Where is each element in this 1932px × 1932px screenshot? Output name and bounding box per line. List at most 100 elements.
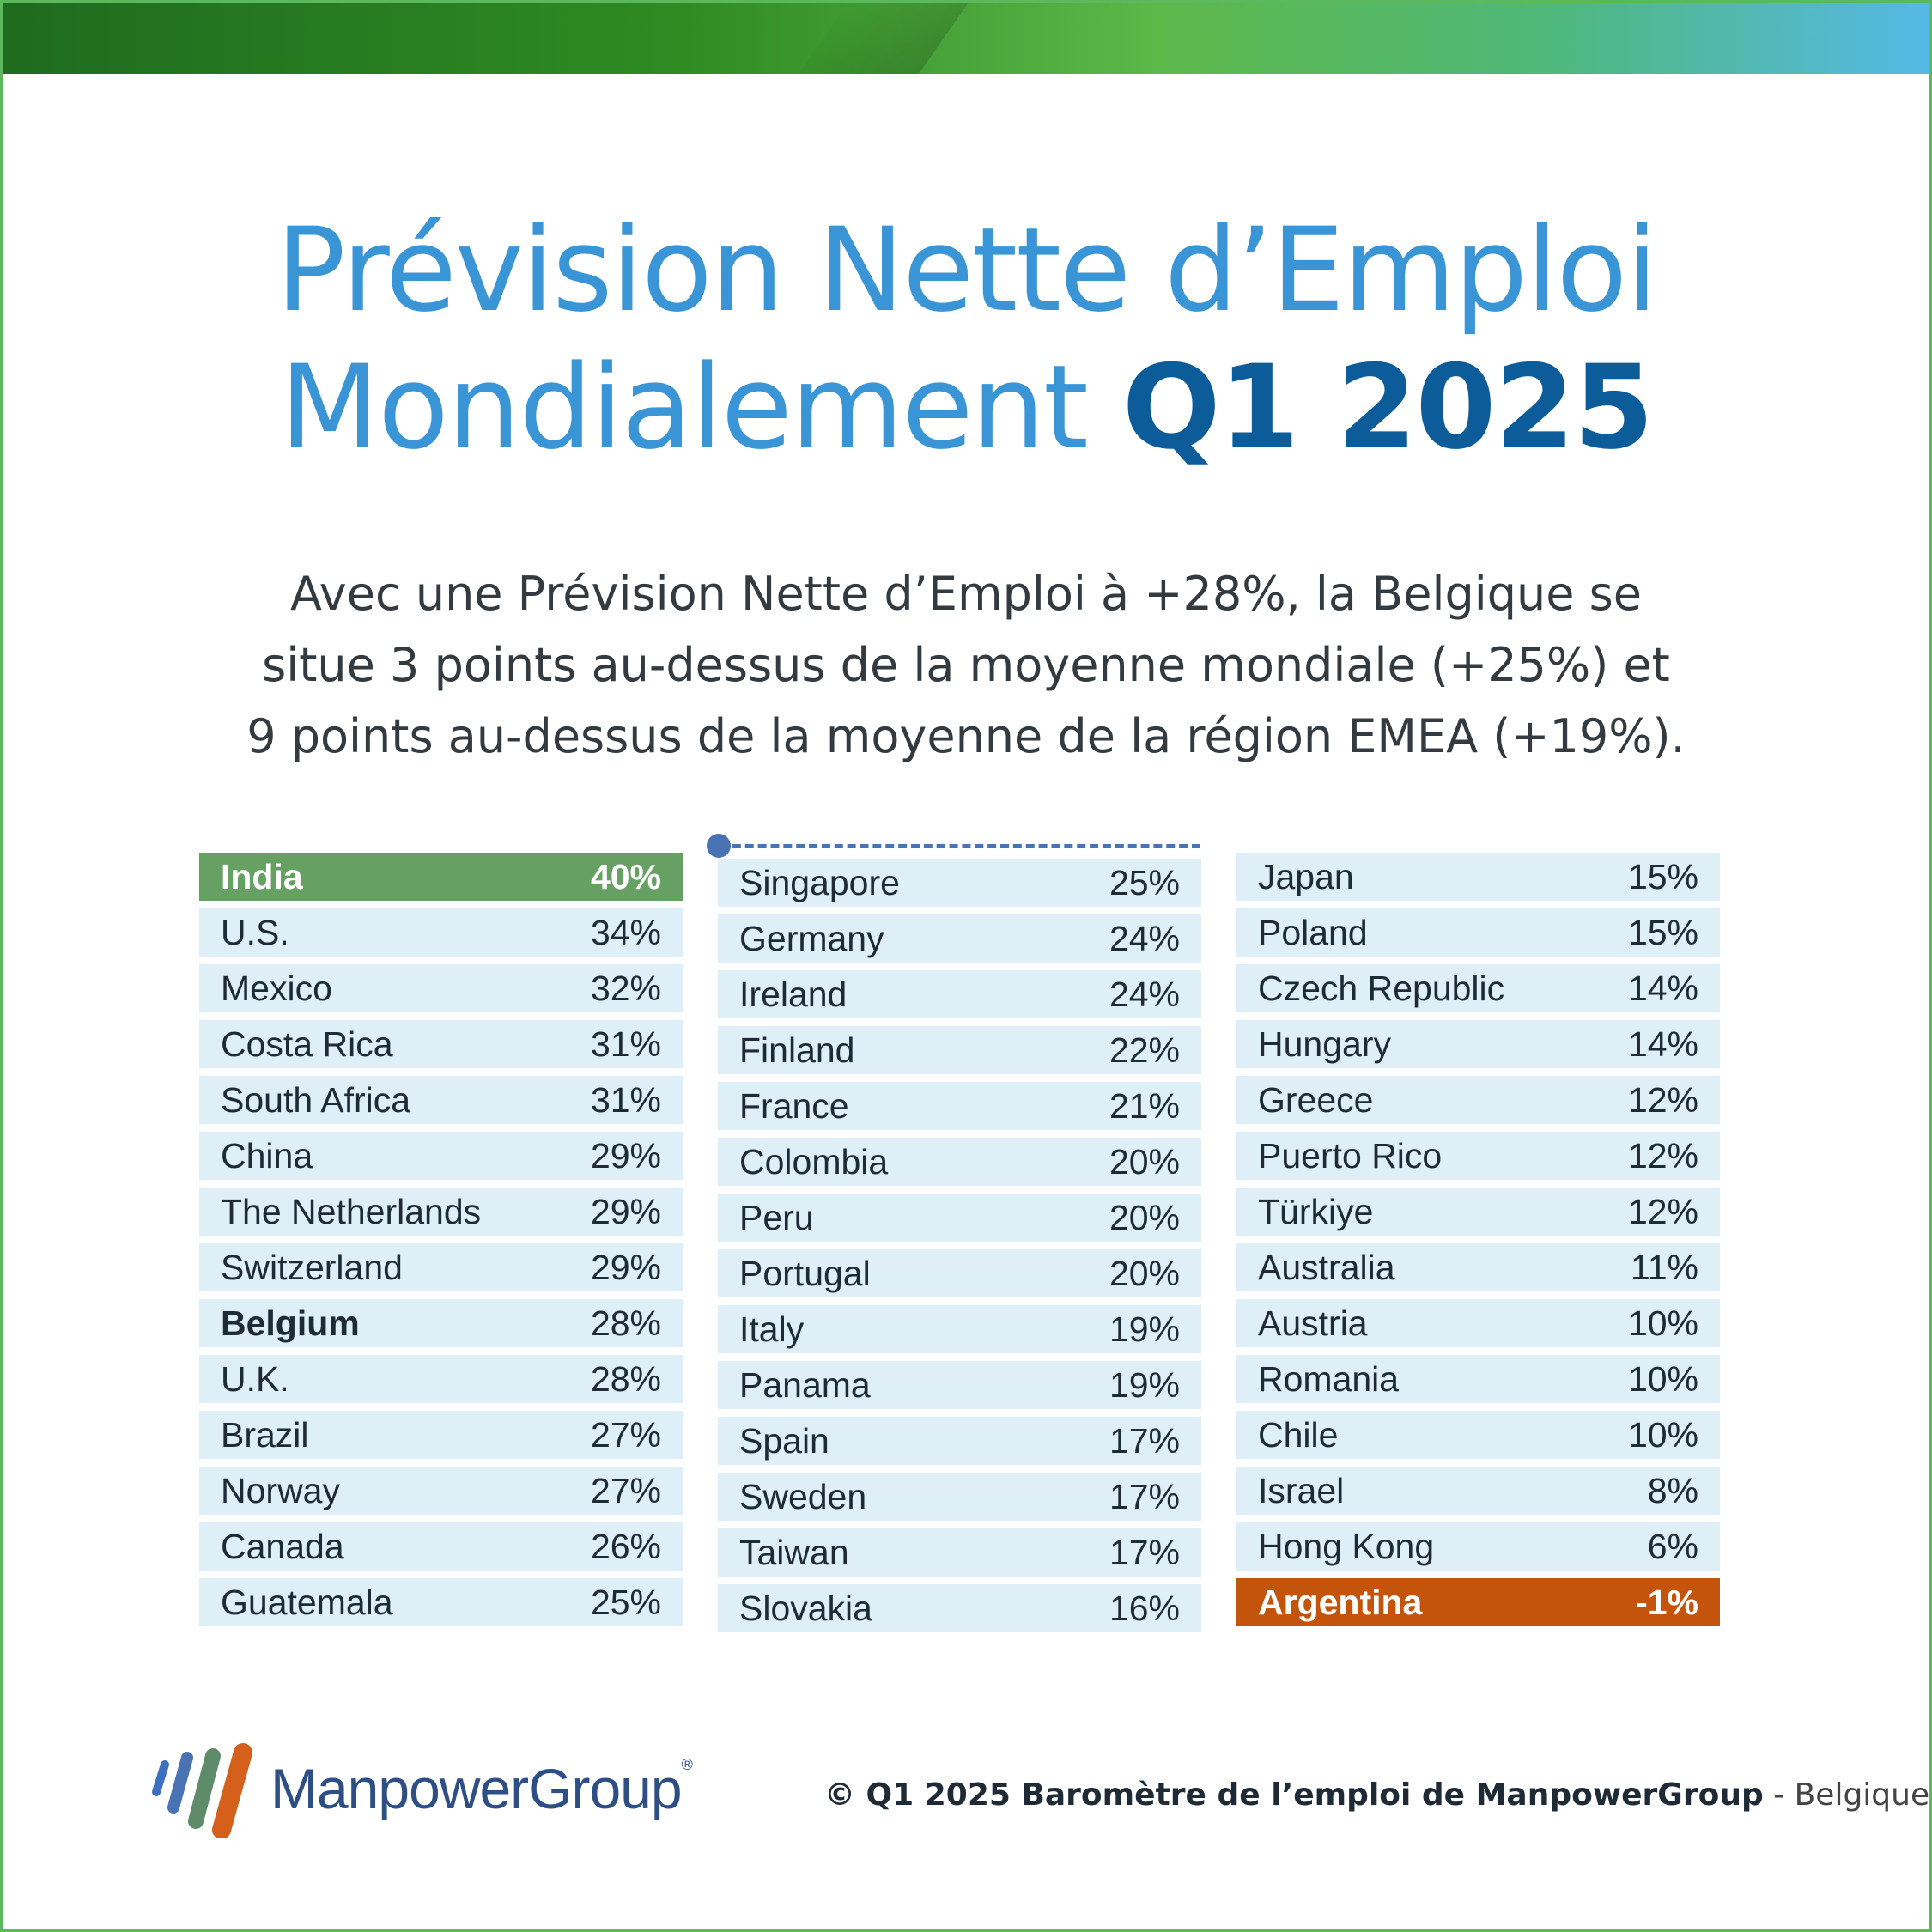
country-name: The Netherlands — [221, 1191, 482, 1231]
title-line-2: Mondialement Q1 2025 — [0, 339, 1932, 477]
country-name: Hong Kong — [1258, 1526, 1435, 1566]
country-name: Belgium — [221, 1303, 360, 1343]
country-name: Israel — [1258, 1470, 1345, 1510]
subtitle-line-3: 9 points au-dessus de la moyenne de la r… — [246, 709, 1686, 763]
country-value: 25% — [1109, 862, 1180, 902]
country-value: 10% — [1627, 1358, 1698, 1399]
ranking-row: Sweden 17% — [718, 1473, 1201, 1521]
country-name: Portugal — [739, 1253, 871, 1293]
country-name: Peru — [739, 1197, 814, 1237]
divider-dot — [707, 834, 731, 858]
ranking-column-1: India 40% U.S. 34% Mexico 32% Costa Rica 31% Sou… — [199, 853, 683, 1634]
country-name: Norway — [221, 1470, 340, 1510]
country-name: Chile — [1258, 1414, 1339, 1455]
ranking-row: U.K. 28% — [199, 1355, 683, 1403]
country-name: Finland — [739, 1030, 855, 1070]
country-value: 29% — [590, 1135, 661, 1176]
country-value: 29% — [590, 1247, 661, 1287]
country-name: Argentina — [1258, 1582, 1423, 1622]
country-name: Panama — [739, 1364, 871, 1405]
ranking-row: Hungary 14% — [1236, 1020, 1720, 1068]
ranking-row: Taiwan 17% — [718, 1528, 1201, 1577]
country-value: -1% — [1636, 1582, 1698, 1622]
country-name: Poland — [1258, 912, 1368, 952]
country-value: 6% — [1647, 1526, 1698, 1566]
page-title: Prévision Nette d’Emploi Mondialement Q1… — [0, 202, 1932, 477]
ranking-row: The Netherlands 29% — [199, 1188, 683, 1236]
country-name: India — [221, 856, 303, 896]
ranking-row: China 29% — [199, 1132, 683, 1180]
country-name: Slovakia — [739, 1588, 872, 1628]
country-name: Japan — [1258, 856, 1354, 896]
ranking-row: South Africa 31% — [199, 1076, 683, 1124]
ranking-row: Ireland 24% — [718, 970, 1201, 1018]
country-value: 22% — [1109, 1030, 1180, 1070]
country-value: 20% — [1109, 1141, 1180, 1182]
country-value: 16% — [1109, 1588, 1180, 1628]
ranking-column-3: Japan 15% Poland 15% Czech Republic 14% Hungar… — [1236, 853, 1720, 1634]
ranking-row: Poland 15% — [1236, 908, 1720, 957]
country-value: 24% — [1109, 974, 1180, 1014]
country-value: 12% — [1627, 1191, 1698, 1231]
ranking-row: Guatemala 25% — [199, 1578, 683, 1626]
country-name: Austria — [1258, 1303, 1368, 1343]
country-value: 28% — [590, 1358, 661, 1399]
manpowergroup-logo-icon — [152, 1743, 252, 1838]
country-name: Canada — [221, 1526, 344, 1566]
ranking-row: Greece 12% — [1236, 1076, 1720, 1124]
country-value: 12% — [1627, 1079, 1698, 1120]
footer-country: Belgique — [1794, 1777, 1930, 1813]
country-value: 17% — [1109, 1420, 1180, 1461]
country-value: 8% — [1647, 1470, 1698, 1510]
country-name: Ireland — [739, 974, 848, 1014]
country-name: Brazil — [221, 1414, 309, 1455]
ranking-row: Germany 24% — [718, 914, 1201, 963]
country-value: 19% — [1109, 1309, 1180, 1349]
country-name: Mexico — [221, 968, 332, 1008]
country-value: 24% — [1109, 918, 1180, 958]
subtitle: Avec une Prévision Nette d’Emploi à +28%… — [150, 558, 1782, 772]
ranking-row: France 21% — [718, 1082, 1201, 1130]
subtitle-line-1: Avec une Prévision Nette d’Emploi à +28%… — [290, 567, 1642, 621]
logo-wordmark: ManpowerGroup® — [270, 1756, 693, 1820]
country-name: Czech Republic — [1258, 968, 1505, 1008]
country-name: Taiwan — [739, 1532, 849, 1572]
country-name: Hungary — [1258, 1024, 1391, 1064]
ranking-column-2: Singapore 25% Germany 24% Ireland 24% Finland 2… — [718, 859, 1201, 1640]
country-name: France — [739, 1085, 849, 1126]
country-value: 21% — [1109, 1085, 1180, 1126]
ranking-row: U.S. 34% — [199, 908, 683, 957]
country-value: 31% — [590, 1024, 661, 1064]
country-name: Sweden — [739, 1476, 867, 1516]
ranking-row: Romania 10% — [1236, 1355, 1720, 1403]
country-value: 20% — [1109, 1197, 1180, 1237]
country-value: 15% — [1627, 856, 1698, 896]
country-value: 26% — [590, 1526, 661, 1566]
ranking-row: Switzerland 29% — [199, 1243, 683, 1291]
country-value: 14% — [1627, 968, 1698, 1008]
ranking-row: Peru 20% — [718, 1194, 1201, 1242]
country-name: Switzerland — [221, 1247, 403, 1287]
ranking-row: Singapore 25% — [718, 859, 1201, 907]
country-name: Guatemala — [221, 1582, 393, 1622]
subtitle-line-2: situe 3 points au-dessus de la moyenne m… — [262, 638, 1670, 692]
ranking-row: Japan 15% — [1236, 853, 1720, 901]
ranking-row: Czech Republic 14% — [1236, 964, 1720, 1012]
footer-source: © Q1 2025 Baromètre de l’emploi de Manpo… — [824, 1777, 1764, 1813]
country-value: 32% — [590, 968, 661, 1008]
country-name: Romania — [1258, 1358, 1400, 1399]
ranking-row: Costa Rica 31% — [199, 1020, 683, 1068]
country-value: 28% — [590, 1303, 661, 1343]
country-value: 17% — [1109, 1532, 1180, 1572]
country-name: China — [221, 1135, 313, 1176]
country-name: Spain — [739, 1420, 829, 1461]
ranking-row: Australia 11% — [1236, 1243, 1720, 1291]
country-name: Australia — [1258, 1247, 1395, 1287]
ranking-row: Türkiye 12% — [1236, 1188, 1720, 1236]
country-name: Italy — [739, 1309, 805, 1349]
country-name: Colombia — [739, 1141, 889, 1182]
ranking-row: Portugal 20% — [718, 1249, 1201, 1297]
country-value: 12% — [1627, 1135, 1698, 1176]
country-name: Puerto Rico — [1258, 1135, 1443, 1176]
country-name: U.K. — [221, 1358, 289, 1399]
